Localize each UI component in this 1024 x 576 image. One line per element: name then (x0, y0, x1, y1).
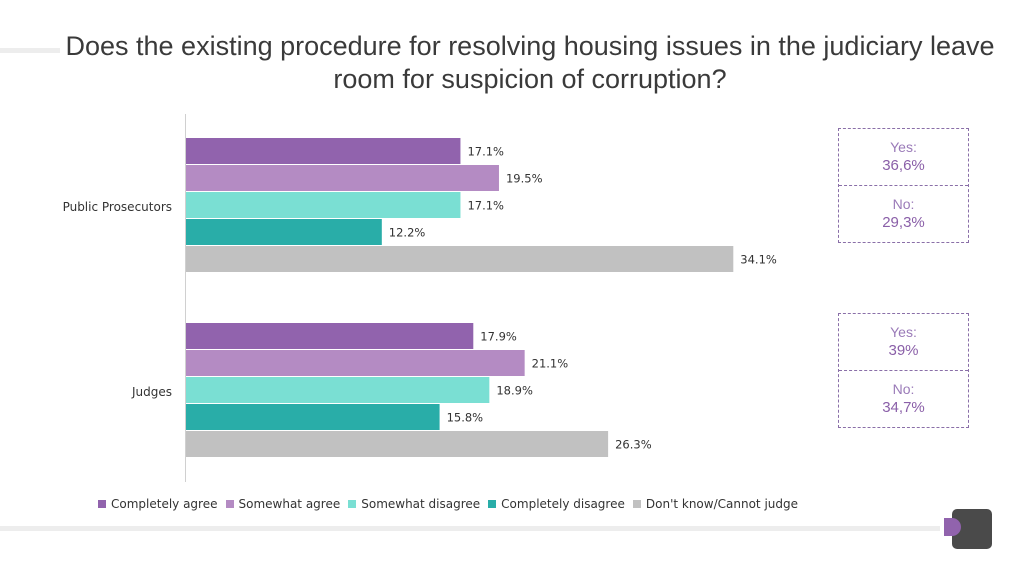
summary-box-judges: Yes: 39% No: 34,7% (838, 313, 969, 428)
summary-no-label: No: (892, 196, 915, 212)
data-label: 15.8% (447, 411, 484, 425)
data-label: 19.5% (506, 172, 543, 186)
summary-no-label: No: (892, 381, 915, 397)
legend-label: Somewhat disagree (361, 497, 481, 511)
summary-no-cell: No: 29,3% (839, 185, 968, 242)
logo-icon (944, 509, 992, 549)
data-label: 12.2% (389, 226, 426, 240)
bar (186, 404, 440, 430)
legend-label: Completely agree (111, 497, 218, 511)
legend-item: Completely disagree (488, 497, 625, 511)
summary-yes-cell: Yes: 36,6% (839, 129, 968, 185)
summary-yes-label: Yes: (890, 324, 917, 340)
summary-box-public-prosecutors: Yes: 36,6% No: 29,3% (838, 128, 969, 243)
legend-item: Somewhat disagree (348, 497, 480, 511)
legend-item: Somewhat agree (225, 497, 341, 511)
data-label: 17.1% (467, 145, 504, 159)
decorative-line-bottom (0, 526, 940, 531)
bar (186, 323, 474, 349)
legend-swatch (632, 500, 641, 508)
bar (186, 246, 734, 272)
summary-yes-cell: Yes: 39% (839, 314, 968, 370)
bar (186, 377, 490, 403)
chart-legend: Completely agree Somewhat agree Somewhat d… (98, 497, 798, 511)
data-label: 17.9% (480, 330, 517, 344)
bar (186, 219, 382, 245)
legend-label: Somewhat agree (238, 497, 341, 511)
summary-yes-value: 39% (888, 342, 919, 359)
chart-title: Does the existing procedure for resolvin… (65, 31, 995, 94)
summary-no-value: 34,7% (882, 399, 925, 416)
data-label: 21.1% (532, 357, 569, 371)
bar (186, 431, 609, 457)
legend-swatch (98, 500, 106, 508)
legend-swatch (225, 500, 234, 508)
summary-yes-label: Yes: (890, 139, 917, 155)
data-label: 34.1% (740, 253, 777, 267)
legend-swatch (348, 500, 357, 508)
bar (186, 165, 499, 191)
bar (186, 350, 525, 376)
summary-yes-value: 36,6% (882, 157, 925, 174)
data-label: 17.1% (467, 199, 504, 213)
legend-item: Completely agree (98, 497, 218, 511)
legend-item: Don't know/Cannot judge (632, 497, 798, 511)
decorative-line-top (0, 48, 60, 53)
legend-label: Completely disagree (501, 497, 625, 511)
data-label: 26.3% (615, 438, 652, 452)
summary-no-value: 29,3% (882, 214, 925, 231)
summary-no-cell: No: 34,7% (839, 370, 968, 427)
bar (186, 138, 461, 164)
legend-swatch (488, 500, 497, 508)
category-label: Judges (131, 385, 172, 399)
bar (186, 192, 461, 218)
category-label: Public Prosecutors (63, 200, 172, 214)
data-label: 18.9% (496, 384, 533, 398)
legend-label: Don't know/Cannot judge (645, 497, 798, 511)
